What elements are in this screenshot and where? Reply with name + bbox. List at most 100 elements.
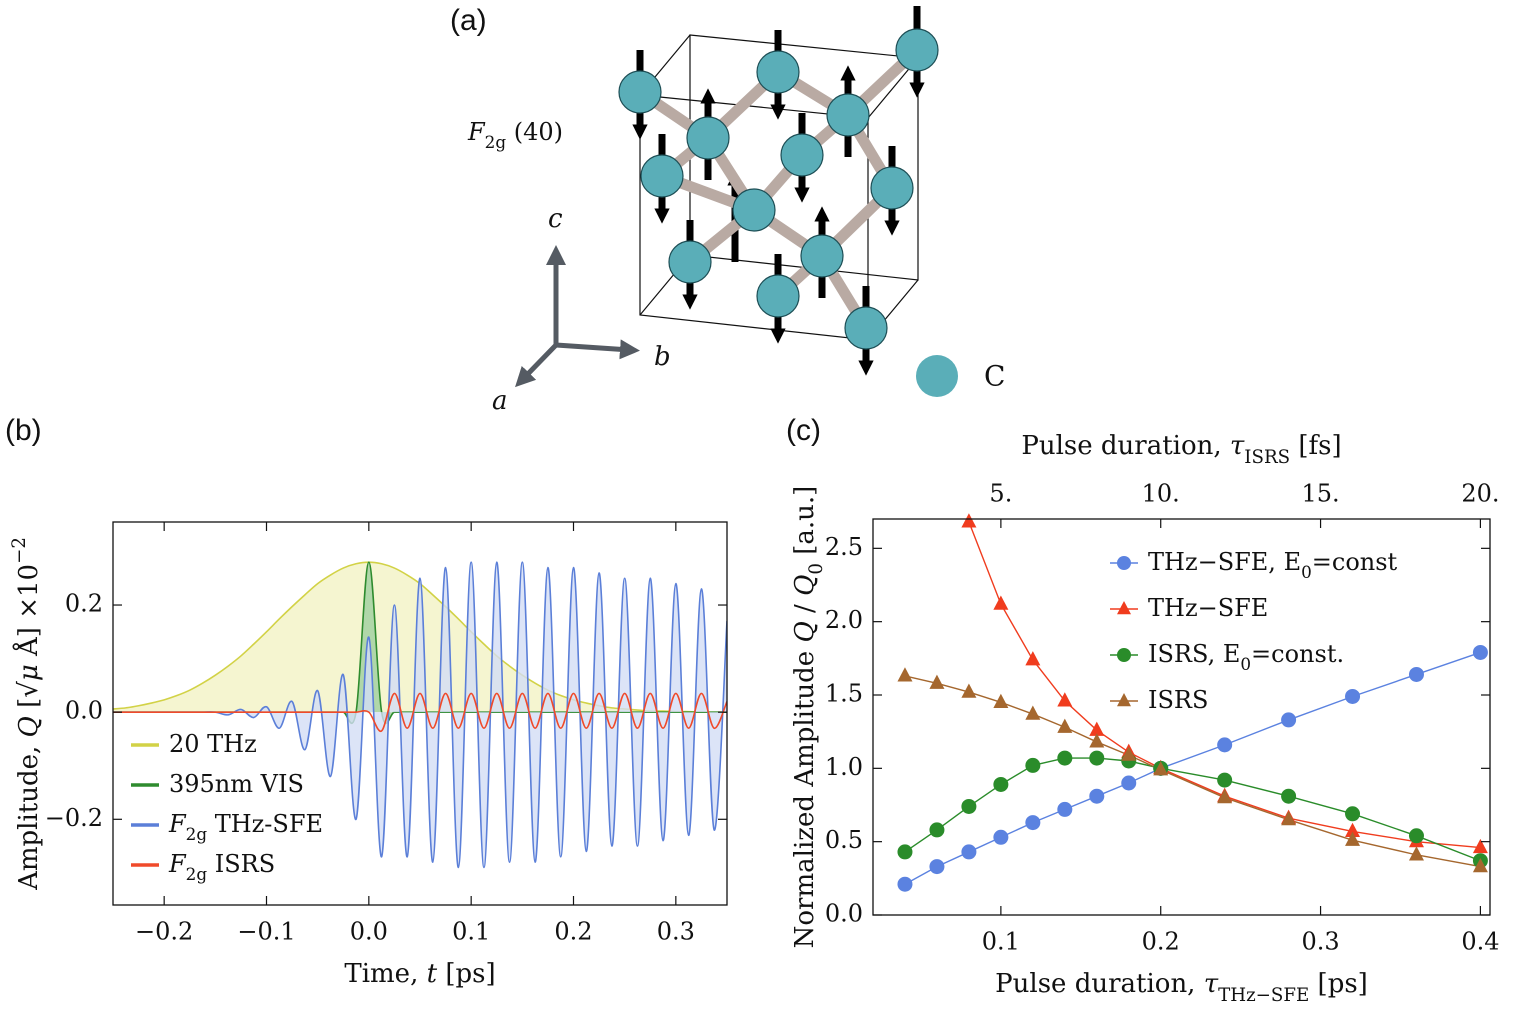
panel-label: (c) <box>786 414 821 447</box>
text-part: [a.u.] <box>790 486 820 563</box>
marker <box>897 876 913 892</box>
text-part: F <box>168 850 187 878</box>
text-part: THz-SFE <box>207 810 323 838</box>
x-tick-label: 0.4 <box>1461 928 1499 956</box>
marker <box>1025 815 1041 831</box>
text-part: =const. <box>1251 640 1344 668</box>
text-part: μ <box>14 664 44 681</box>
marker <box>1057 750 1073 766</box>
text-part: ISRS <box>1148 686 1208 714</box>
crystal <box>515 6 958 397</box>
x-axis-label: Time, t [ps] <box>344 959 495 989</box>
marker <box>1089 750 1105 766</box>
text-part: (40) <box>506 118 563 146</box>
text-part: F <box>168 810 187 838</box>
y-tick-label: 0.0 <box>825 900 863 928</box>
text-part: 2g <box>485 132 507 152</box>
marker <box>1345 688 1361 704</box>
atom-legend: C <box>984 360 1005 393</box>
legend-label: F2g THz-SFE <box>168 810 323 844</box>
plot-area <box>113 561 727 869</box>
marker <box>961 798 977 814</box>
plot-frame <box>112 521 728 906</box>
legend-marker <box>1117 692 1131 707</box>
text-part: =const <box>1312 548 1398 576</box>
marker <box>993 776 1009 792</box>
text-part: THz−SFE <box>1148 594 1268 622</box>
y-tick-label: 0.5 <box>825 826 863 854</box>
marker <box>961 844 977 860</box>
text-part: Time, <box>344 959 426 989</box>
marker <box>1217 772 1233 788</box>
panel-label: (b) <box>5 414 42 447</box>
axis-a: a <box>492 386 508 416</box>
y-tick-label: 0.2 <box>65 590 103 618</box>
text-part: 0 <box>1301 562 1312 582</box>
x2-tick-label: 5. <box>989 480 1012 508</box>
x2-tick-label: 15. <box>1301 480 1339 508</box>
atom-legend-marker <box>916 355 958 397</box>
marker <box>1217 737 1233 753</box>
text-part: 2g <box>186 824 208 844</box>
marker <box>1472 838 1488 854</box>
x-tick-label: 0.2 <box>554 918 592 946</box>
text-part: / <box>790 596 820 621</box>
text-part: ISRS <box>1244 447 1290 468</box>
text-part: Pulse duration, <box>995 969 1204 999</box>
marker <box>1345 831 1361 846</box>
area <box>113 562 727 868</box>
marker <box>1025 705 1041 720</box>
legend-label: 395nm VIS <box>169 770 304 798</box>
legend-label: THz−SFE <box>1148 594 1268 622</box>
marker <box>1472 857 1488 873</box>
marker <box>993 595 1009 610</box>
axis-c: c <box>548 204 563 234</box>
text-part: τ <box>1230 431 1245 461</box>
line <box>904 757 1481 862</box>
line <box>113 692 727 732</box>
mode-label: F2g (40) <box>467 118 563 152</box>
y-axis-label: Amplitude, Q [√μ Å] ×10−2 <box>9 537 45 891</box>
text-part: THz−SFE, E <box>1148 548 1301 576</box>
marker <box>1089 721 1105 736</box>
text-part: Q <box>790 621 820 642</box>
text-part: 2g <box>186 864 208 884</box>
x-tick-label: 0.2 <box>1142 928 1180 956</box>
plot-frame <box>872 518 1491 916</box>
text-part: ISRS <box>207 850 275 878</box>
marker <box>897 667 913 682</box>
legend-label: 20 THz <box>169 730 257 758</box>
text-part: [fs] <box>1290 431 1342 461</box>
marker <box>1408 828 1424 844</box>
marker <box>961 683 977 698</box>
legend-marker <box>1117 556 1131 570</box>
marker <box>1089 733 1105 748</box>
text-part: [ps] <box>1309 969 1368 999</box>
text-part: THz−SFE <box>1218 985 1309 1006</box>
x-tick-label: −0.2 <box>135 918 193 946</box>
x-tick-label: 0.3 <box>1301 928 1339 956</box>
text-part: [√ <box>14 681 44 716</box>
text-part: 395nm VIS <box>169 770 304 798</box>
marker <box>929 822 945 838</box>
text-part: t <box>427 959 438 989</box>
marker <box>1057 692 1073 707</box>
marker <box>993 693 1009 708</box>
marker <box>1281 712 1297 728</box>
marker <box>1281 788 1297 804</box>
legend-label: THz−SFE, E0=const <box>1148 548 1398 582</box>
marker <box>1057 801 1073 817</box>
marker <box>961 513 977 528</box>
axis-b: b <box>654 342 671 372</box>
x-tick-label: 0.1 <box>982 928 1020 956</box>
y-tick-label: 2.0 <box>825 606 863 634</box>
text-part: τ <box>1204 969 1219 999</box>
text-part: [ps] <box>437 959 496 989</box>
marker <box>1345 806 1361 822</box>
text-part: Amplitude, <box>14 737 44 890</box>
y-tick-label: 0.0 <box>65 697 103 725</box>
text-part: −2 <box>9 537 30 564</box>
text-part: Å] ×10 <box>12 564 44 664</box>
legend-marker <box>1117 648 1131 662</box>
x2-axis-label: Pulse duration, τISRS [fs] <box>1021 431 1341 468</box>
